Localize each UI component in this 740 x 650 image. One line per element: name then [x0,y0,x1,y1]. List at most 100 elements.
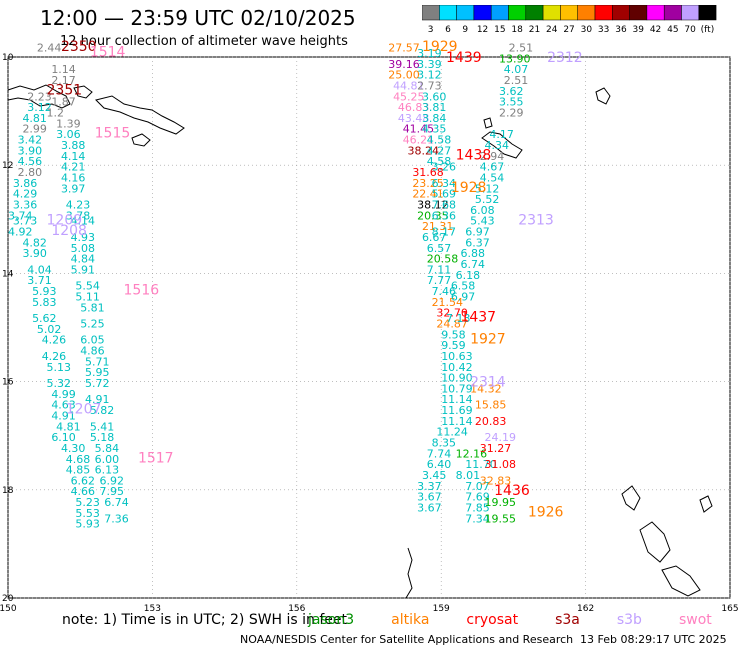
swh-value: 2.94 [480,150,505,163]
swh-value: 7.69 [465,491,490,504]
swh-value: 4.21 [61,161,86,174]
swh-value: 6.97 [451,290,476,303]
swh-value: 3.26 [432,161,457,174]
swh-value: 5.72 [85,377,110,390]
pass-number-label: 1439 [446,50,482,66]
coastlines [7,84,713,599]
swh-value: 4.56 [18,155,43,168]
swh-value: 4.67 [480,161,505,174]
swh-value: 7.68 [432,198,457,211]
color-scale-legend: 3 6 9 12 15 18 21 24 27 30 33 36 39 42 45 70 (ft) [422,5,717,35]
swh-value: 2.73 [417,79,442,92]
swh-value: 3.88 [61,139,86,152]
swh-value: 4.84 [71,253,96,266]
swh-value: 6.13 [95,464,120,477]
legend-label: 45 [667,25,678,35]
swh-value: 5.84 [95,442,120,455]
satellite-legend-s3a: s3a [555,612,580,628]
swh-value: 2.29 [499,107,523,120]
swh-value: 2.17 [51,74,76,87]
swh-value: 11.14 [441,393,473,406]
swh-value: 2.44 [37,42,62,55]
swh-observations: 2.441.142.172.23 1.873.121.24.81 1.392.99 3… [8,42,533,531]
swh-value: 10.79 [441,382,473,395]
legend-label: 36 [615,25,627,35]
swh-value: 4.16 [61,171,86,184]
swh-value: 3.67 [417,491,442,504]
swh-value: 3.19 [417,47,442,60]
swh-value: 3.12 [417,69,442,82]
swh-value: 14.32 [470,382,502,395]
pass-number-label: 1516 [124,283,160,299]
coastline-south-c [639,521,671,563]
footer-note: note: 1) Time is in UTC; 2) SWH is in fe… [62,612,348,628]
swh-value: 25.00 [388,69,420,82]
satellite-legend-swot: swot [678,612,712,628]
swh-value: 3.84 [422,112,447,125]
swh-value: 4.92 [8,226,33,239]
coastline-south-b [621,485,641,511]
pass-number-label: 1436 [494,483,530,499]
swh-value: 7.85 [465,501,490,514]
pass-number-label: 1438 [456,147,492,163]
swh-value: 3.60 [422,90,447,103]
legend-label: 6 [445,25,451,35]
pass-number-label: 2350 [61,39,97,55]
swh-value: 6.34 [432,177,457,190]
swh-value: 7.77 [427,274,452,287]
swh-value: 6.10 [51,431,76,444]
swh-value: 5.43 [470,215,495,228]
swh-value: 6.18 [456,269,481,282]
swh-value: 11.24 [436,426,468,439]
legend-label: 21 [529,25,540,35]
legend-label: 15 [494,25,505,35]
pass-number-label: 1929 [422,39,458,55]
swh-value: 2.99 [22,123,47,136]
map-subtitle: 12 hour collection of altimeter wave hei… [60,34,348,49]
swh-value: 6.74 [104,496,128,509]
swh-value: 3.67 [417,501,442,514]
swh-value: 20.35 [417,209,449,222]
legend-label: 33 [598,25,609,35]
satellite-legend: jason3 altika cryosat s3a s3b swot [308,612,740,628]
swh-value: 7.36 [104,512,128,525]
swh-value: 6.40 [427,458,452,471]
swh-value: 7.46 [432,285,457,298]
coastline-east-island-a [595,87,611,105]
legend-swatch [698,5,717,21]
swh-value: 7.95 [99,485,124,498]
swh-value: 7.11 [427,263,452,276]
swh-value: 3.39 [417,58,442,71]
lon-tick-label: 156 [288,604,305,612]
lon-tick-label: 165 [721,604,738,612]
swh-value: 4.07 [504,63,528,76]
coastline-south-d [661,565,701,597]
swh-value: 6.67 [422,231,447,244]
swh-value: 4.82 [22,236,47,249]
swh-value: 9.58 [441,328,466,341]
swh-value: 4.86 [80,345,105,358]
swh-value: 3.62 [499,85,523,98]
coastline-south-a [405,547,413,599]
pass-number-label: 1207 [66,402,102,418]
swh-value: 6.92 [99,474,124,487]
swh-value: 13.90 [499,52,530,65]
swh-value: 4.26 [42,334,66,347]
swh-value: 3.74 [8,209,33,222]
swh-value: 5.02 [37,323,62,336]
swh-value: 6.00 [95,453,120,466]
swh-value: 31.27 [480,442,512,455]
swh-value: 11.14 [441,415,473,428]
swh-value: 4.14 [71,215,96,228]
swh-value: 3.42 [18,134,43,147]
lat-tick-label: 12 [2,161,13,171]
credit-line: NOAA/NESDIS Center for Satellite Applica… [240,633,574,646]
legend-label: (ft) [701,25,715,35]
swh-value: 4.91 [51,409,76,422]
swh-value: 3.12 [27,101,52,114]
swh-value: 46.83 [398,101,430,114]
swh-value: 12.16 [456,447,488,460]
swh-value: 5.23 [75,496,100,509]
swh-value: 4.81 [56,420,80,433]
swh-value: 4.17 [489,128,514,141]
